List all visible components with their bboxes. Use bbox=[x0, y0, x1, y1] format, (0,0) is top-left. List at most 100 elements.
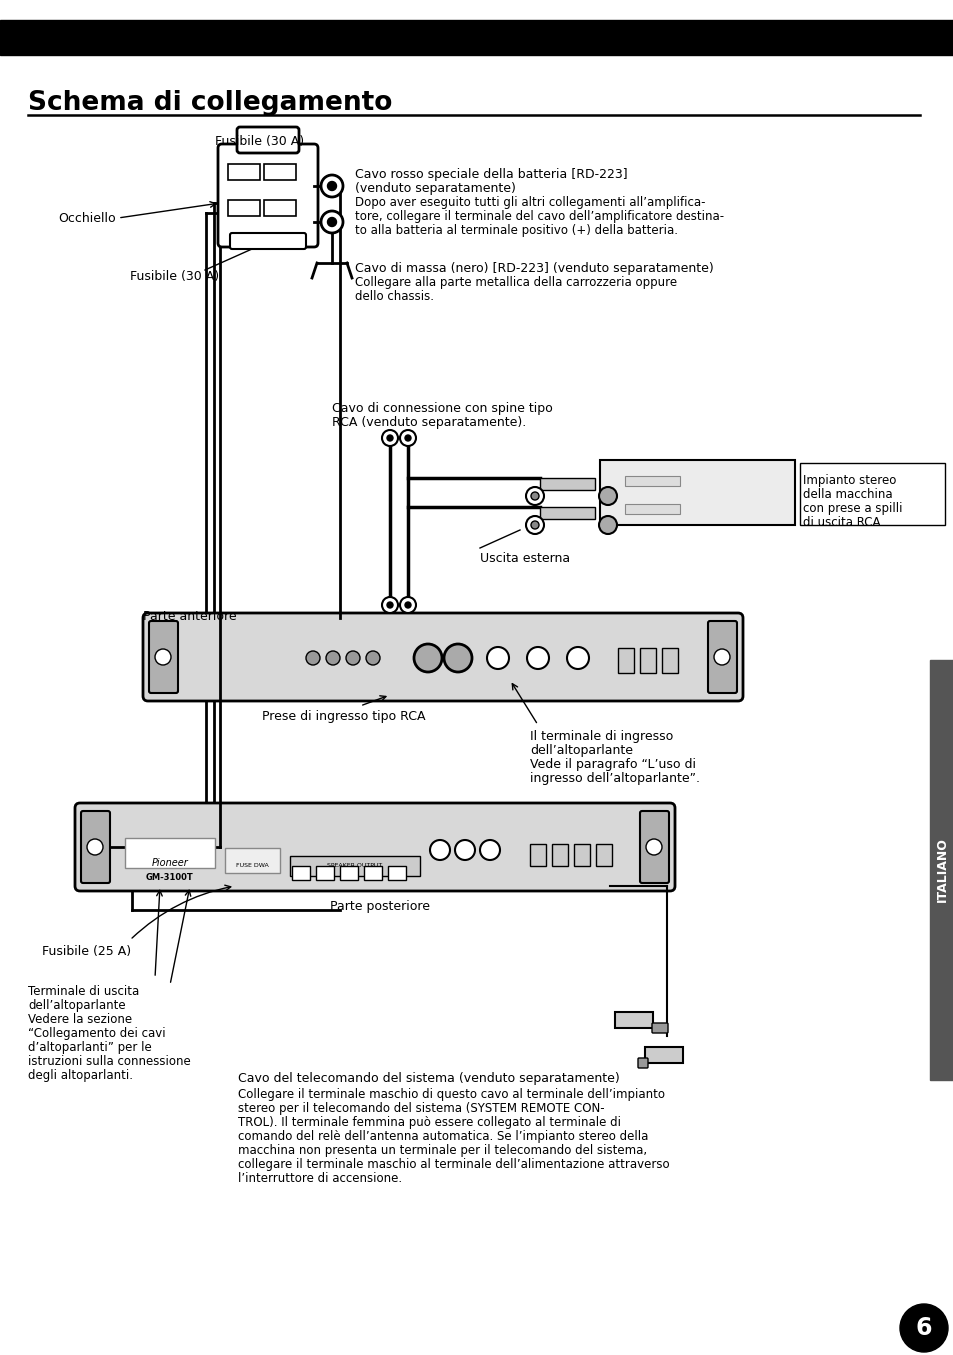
Bar bbox=[530, 844, 545, 866]
Circle shape bbox=[486, 646, 509, 669]
Bar bbox=[228, 201, 260, 215]
Bar bbox=[644, 1047, 682, 1064]
FancyBboxPatch shape bbox=[707, 621, 737, 692]
Text: Vede il paragrafo “L’uso di: Vede il paragrafo “L’uso di bbox=[530, 757, 696, 771]
Text: dell’altoparlante: dell’altoparlante bbox=[28, 999, 126, 1012]
Text: Parte anteriore: Parte anteriore bbox=[143, 610, 236, 623]
Text: Terminale di uscita: Terminale di uscita bbox=[28, 985, 139, 999]
Text: Collegare il terminale maschio di questo cavo al terminale dell’impianto: Collegare il terminale maschio di questo… bbox=[237, 1088, 664, 1102]
Circle shape bbox=[414, 644, 441, 672]
Text: Fusibile (30 A): Fusibile (30 A) bbox=[131, 270, 219, 283]
Circle shape bbox=[598, 486, 617, 505]
Circle shape bbox=[525, 486, 543, 505]
Bar bbox=[292, 866, 310, 879]
Bar bbox=[539, 478, 595, 491]
Text: Fusibile (25 A): Fusibile (25 A) bbox=[42, 944, 131, 958]
Circle shape bbox=[713, 649, 729, 665]
Text: Parte posteriore: Parte posteriore bbox=[330, 900, 430, 913]
Bar bbox=[228, 164, 260, 180]
Circle shape bbox=[387, 602, 393, 608]
Circle shape bbox=[306, 650, 319, 665]
Text: Uscita esterna: Uscita esterna bbox=[479, 551, 570, 565]
Circle shape bbox=[326, 650, 339, 665]
Text: ingresso dell’altoparlante”.: ingresso dell’altoparlante”. bbox=[530, 772, 700, 785]
Bar bbox=[388, 866, 406, 879]
Text: tore, collegare il terminale del cavo dell’amplificatore destina-: tore, collegare il terminale del cavo de… bbox=[355, 210, 723, 224]
Circle shape bbox=[526, 646, 548, 669]
Text: collegare il terminale maschio al terminale dell’alimentazione attraverso: collegare il terminale maschio al termin… bbox=[237, 1159, 669, 1171]
Circle shape bbox=[366, 650, 379, 665]
Text: “Collegamento dei cavi: “Collegamento dei cavi bbox=[28, 1027, 166, 1041]
Bar bbox=[624, 504, 679, 514]
Text: stereo per il telecomando del sistema (SYSTEM REMOTE CON-: stereo per il telecomando del sistema (S… bbox=[237, 1102, 604, 1115]
Bar bbox=[364, 866, 381, 879]
Bar bbox=[800, 463, 944, 524]
Text: Fusibile (30 A): Fusibile (30 A) bbox=[215, 136, 304, 148]
Text: Collegare alla parte metallica della carrozzeria oppure: Collegare alla parte metallica della car… bbox=[355, 276, 677, 289]
FancyBboxPatch shape bbox=[230, 233, 306, 249]
Circle shape bbox=[405, 602, 411, 608]
FancyBboxPatch shape bbox=[639, 812, 668, 883]
Bar bbox=[339, 866, 357, 879]
Circle shape bbox=[531, 492, 538, 500]
Text: 6: 6 bbox=[915, 1316, 931, 1340]
Text: istruzioni sulla connessione: istruzioni sulla connessione bbox=[28, 1056, 191, 1068]
Circle shape bbox=[525, 516, 543, 534]
Text: di uscita RCA: di uscita RCA bbox=[802, 516, 880, 528]
Text: GM-3100T: GM-3100T bbox=[146, 873, 193, 882]
Bar bbox=[599, 459, 794, 524]
Text: Prese di ingresso tipo RCA: Prese di ingresso tipo RCA bbox=[262, 710, 425, 724]
Text: TROL). Il terminale femmina può essere collegato al terminale di: TROL). Il terminale femmina può essere c… bbox=[237, 1117, 620, 1129]
FancyBboxPatch shape bbox=[651, 1023, 667, 1033]
Text: Pioneer: Pioneer bbox=[152, 858, 188, 869]
Circle shape bbox=[387, 435, 393, 440]
Text: Cavo di massa (nero) [RD-223] (venduto separatamente): Cavo di massa (nero) [RD-223] (venduto s… bbox=[355, 262, 713, 275]
Circle shape bbox=[399, 430, 416, 446]
Text: to alla batteria al terminale positivo (+) della batteria.: to alla batteria al terminale positivo (… bbox=[355, 224, 678, 237]
Circle shape bbox=[320, 211, 343, 233]
Text: l’interruttore di accensione.: l’interruttore di accensione. bbox=[237, 1172, 402, 1186]
Bar bbox=[539, 507, 595, 519]
Text: d’altoparlanti” per le: d’altoparlanti” per le bbox=[28, 1041, 152, 1054]
Circle shape bbox=[899, 1304, 947, 1352]
Text: con prese a spilli: con prese a spilli bbox=[802, 501, 902, 515]
Circle shape bbox=[154, 649, 171, 665]
Bar bbox=[290, 856, 419, 875]
Circle shape bbox=[87, 839, 103, 855]
Circle shape bbox=[598, 516, 617, 534]
Bar bbox=[315, 866, 334, 879]
Text: Il terminale di ingresso: Il terminale di ingresso bbox=[530, 730, 673, 743]
Text: Cavo di connessione con spine tipo: Cavo di connessione con spine tipo bbox=[332, 402, 552, 415]
Text: della macchina: della macchina bbox=[802, 488, 892, 501]
Circle shape bbox=[443, 644, 472, 672]
Bar bbox=[264, 201, 295, 215]
Circle shape bbox=[381, 430, 397, 446]
FancyBboxPatch shape bbox=[75, 804, 675, 892]
Text: degli altoparlanti.: degli altoparlanti. bbox=[28, 1069, 132, 1083]
Text: Vedere la sezione: Vedere la sezione bbox=[28, 1014, 132, 1026]
Circle shape bbox=[531, 522, 538, 528]
Text: SPEAKER OUTPUT: SPEAKER OUTPUT bbox=[327, 863, 382, 869]
Bar bbox=[0, 20, 953, 56]
Circle shape bbox=[566, 646, 588, 669]
FancyBboxPatch shape bbox=[143, 612, 742, 701]
Circle shape bbox=[645, 839, 661, 855]
Text: (venduto separatamente): (venduto separatamente) bbox=[355, 182, 516, 195]
Text: comando del relè dell’antenna automatica. Se l’impianto stereo della: comando del relè dell’antenna automatica… bbox=[237, 1130, 648, 1144]
Circle shape bbox=[479, 840, 499, 860]
Text: ITALIANO: ITALIANO bbox=[935, 837, 947, 902]
Text: Cavo rosso speciale della batteria [RD-223]: Cavo rosso speciale della batteria [RD-2… bbox=[355, 168, 627, 182]
Circle shape bbox=[320, 175, 343, 196]
Bar bbox=[929, 660, 953, 1080]
Circle shape bbox=[399, 598, 416, 612]
Circle shape bbox=[346, 650, 359, 665]
Bar bbox=[615, 1012, 652, 1028]
Circle shape bbox=[455, 840, 475, 860]
Bar bbox=[125, 837, 214, 869]
Bar bbox=[639, 648, 656, 673]
Bar bbox=[618, 648, 634, 673]
FancyBboxPatch shape bbox=[236, 127, 298, 153]
Text: Cavo del telecomando del sistema (venduto separatamente): Cavo del telecomando del sistema (vendut… bbox=[237, 1072, 619, 1085]
Text: RCA (venduto separatamente).: RCA (venduto separatamente). bbox=[332, 416, 526, 430]
Bar bbox=[596, 844, 612, 866]
